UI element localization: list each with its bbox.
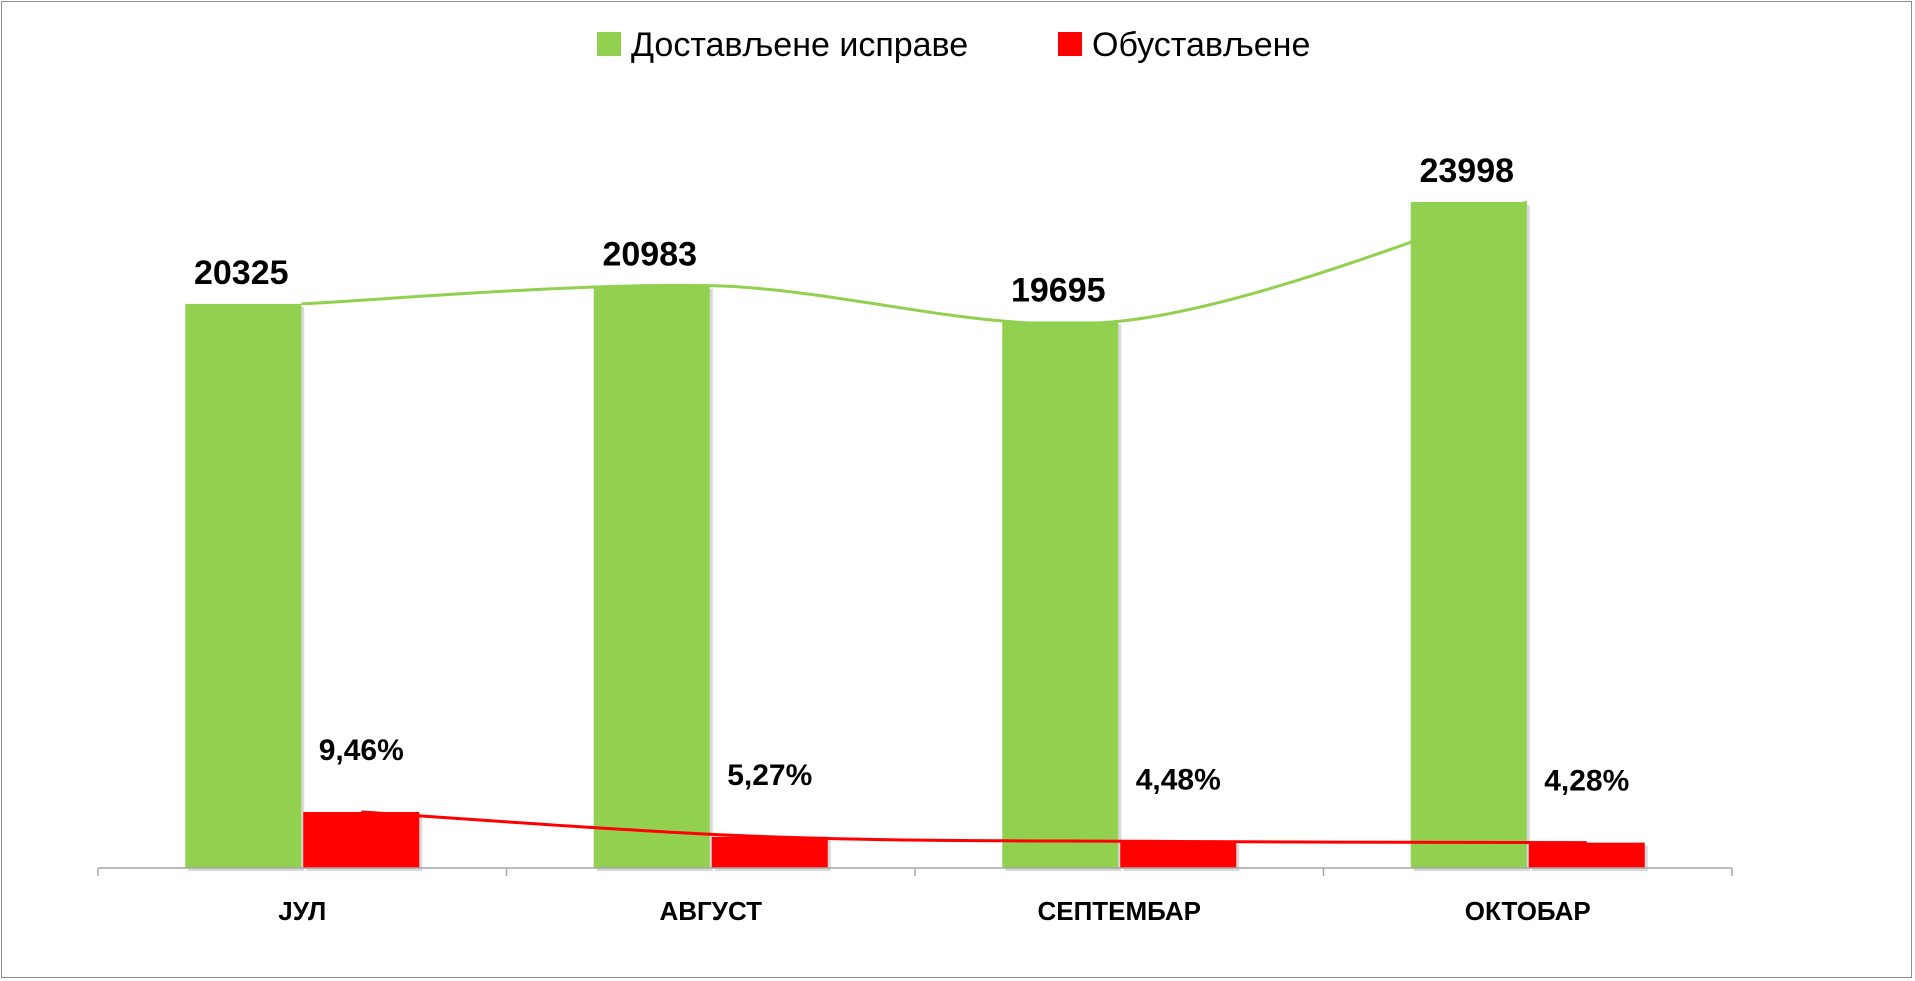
trend-line-suspended — [361, 810, 1587, 845]
data-label-delivered: 19695 — [1011, 271, 1106, 309]
category-label: АВГУСТ — [660, 896, 763, 926]
category-label: ЈУЛ — [278, 896, 326, 926]
data-label-suspended: 9,46% — [319, 734, 404, 767]
bar-suspended — [711, 836, 828, 868]
legend: Достављене исправе Обустављене — [597, 26, 1310, 64]
data-label-suspended: 4,48% — [1136, 763, 1221, 796]
bar-delivered — [1002, 321, 1119, 868]
legend-swatch-suspended — [1058, 32, 1082, 56]
bar-delivered — [1410, 202, 1527, 868]
legend-swatch-delivered — [597, 32, 621, 56]
category-labels: ЈУЛ АВГУСТ СЕПТЕМБАР ОКТОБАР — [278, 896, 1590, 926]
data-label-suspended: 4,28% — [1544, 765, 1629, 798]
data-label-delivered: 23998 — [1419, 152, 1514, 190]
bar-suspended — [303, 812, 420, 868]
bar-suspended — [1528, 842, 1645, 868]
category-label: ОКТОБАР — [1465, 896, 1591, 926]
data-label-suspended: 5,27% — [727, 759, 812, 792]
category-label: СЕПТЕМБАР — [1037, 896, 1201, 926]
legend-label-suspended: Обустављене — [1092, 26, 1310, 64]
data-label-delivered: 20325 — [194, 254, 289, 292]
trend-line-delivered — [301, 200, 1528, 326]
bar-delivered — [185, 303, 302, 869]
trend-lines — [301, 200, 1587, 845]
bars — [185, 202, 1648, 872]
bar-delivered — [593, 285, 710, 868]
data-labels: 20325 9,46% 20983 5,27% 19695 4,48% 23998 4,28% — [194, 152, 1629, 798]
x-axis — [97, 867, 1733, 876]
data-label-delivered: 20983 — [602, 236, 697, 274]
legend-label-delivered: Достављене исправе — [631, 26, 968, 64]
bar-suspended — [1120, 841, 1237, 868]
